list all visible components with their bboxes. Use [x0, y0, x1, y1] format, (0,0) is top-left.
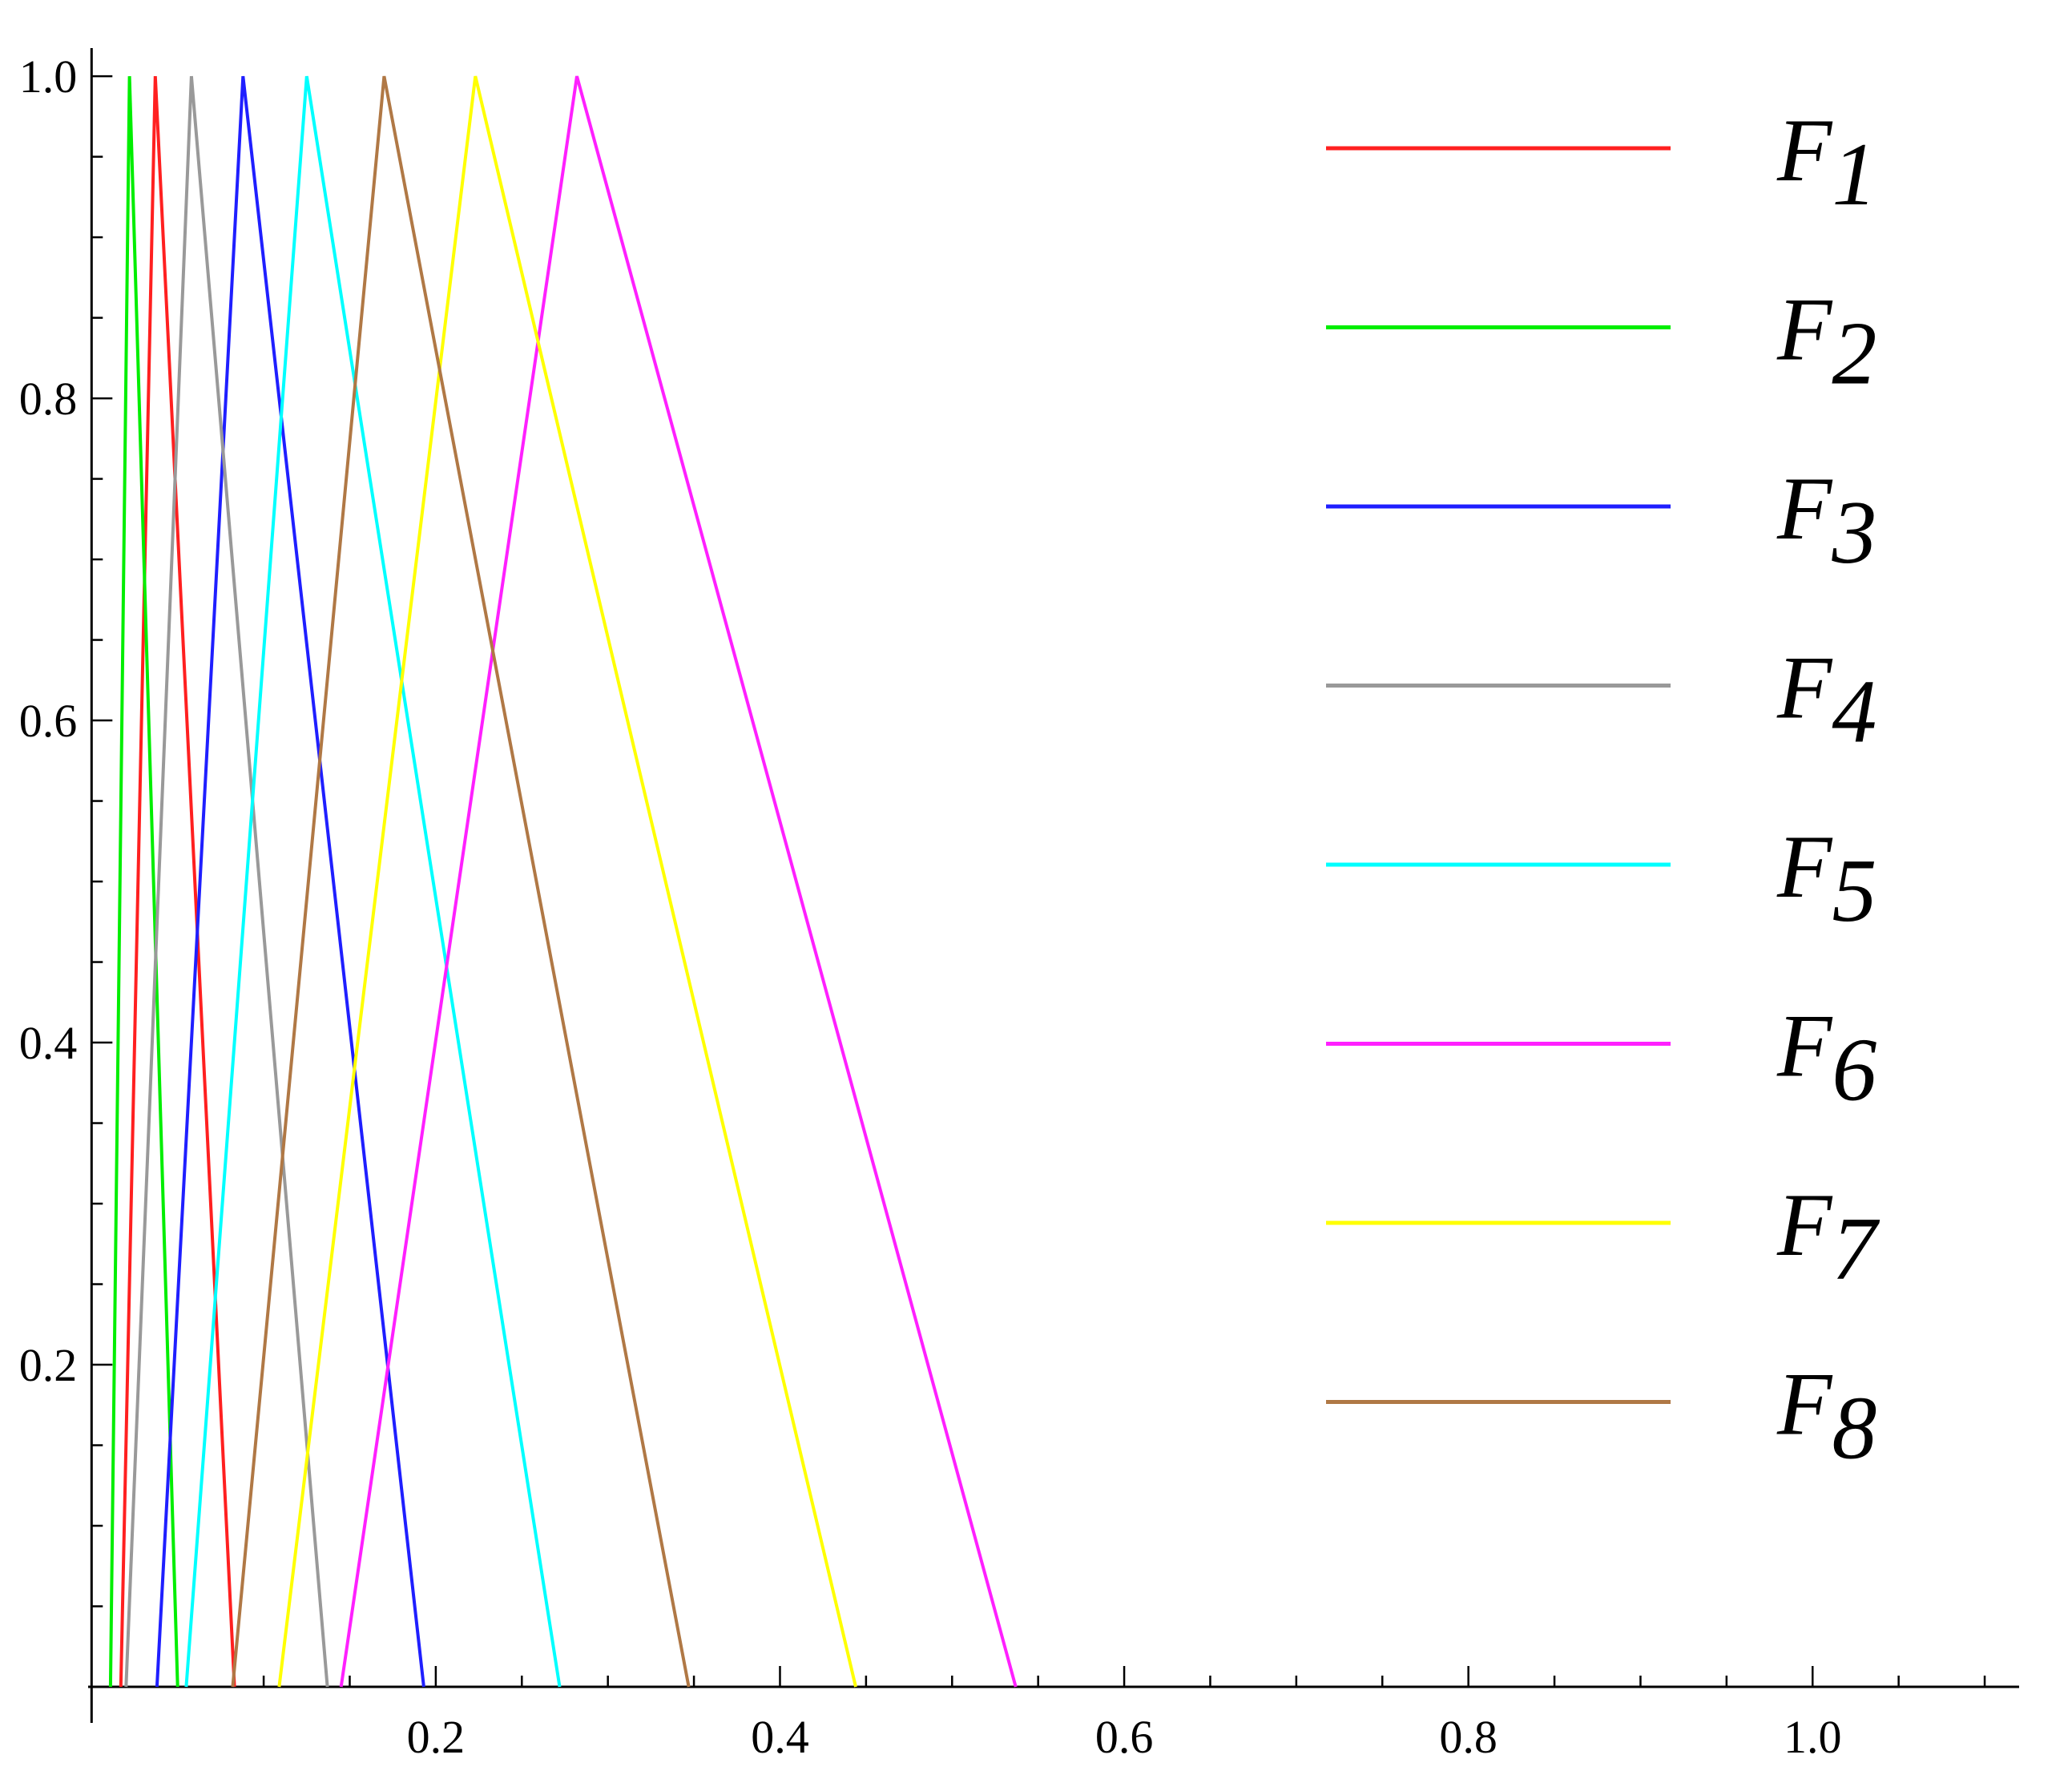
x-tick-label: 1.0: [1784, 1711, 1842, 1763]
series-line-f4: [124, 75, 329, 1688]
legend-label: F1: [1776, 101, 1876, 224]
legend-label-subscript: 7: [1832, 1200, 1880, 1299]
legend-label-main: F: [1776, 280, 1833, 380]
legend-label-main: F: [1776, 1355, 1833, 1454]
series-line-f6: [339, 75, 1018, 1688]
series-layer: [108, 75, 1018, 1688]
x-tick-label: 0.4: [751, 1711, 809, 1763]
legend-label-main: F: [1776, 817, 1833, 917]
legend-label-main: F: [1776, 101, 1833, 200]
legend-label-main: F: [1776, 459, 1833, 559]
y-tick-label: 1.0: [19, 50, 78, 103]
legend-label: F5: [1776, 817, 1876, 941]
legend-item-f5: F5: [1326, 817, 1876, 941]
legend-item-f1: F1: [1326, 101, 1876, 224]
legend-label-main: F: [1776, 639, 1833, 738]
series-line-f2: [108, 76, 179, 1688]
y-tick-label: 0.6: [19, 695, 78, 747]
series-line-f1: [119, 76, 236, 1688]
legend-label-main: F: [1776, 1176, 1833, 1275]
legend-label-subscript: 3: [1831, 483, 1876, 583]
legend-item-f3: F3: [1326, 459, 1876, 583]
legend-label-subscript: 2: [1832, 305, 1876, 404]
x-tick-label: 0.8: [1439, 1711, 1498, 1763]
legend-item-f8: F8: [1326, 1355, 1876, 1478]
x-tick-label: 0.2: [407, 1711, 466, 1763]
legend-label: F3: [1776, 459, 1876, 583]
legend-item-f7: F7: [1326, 1176, 1880, 1299]
x-tick-label: 0.6: [1095, 1711, 1154, 1763]
legend-label-subscript: 4: [1832, 663, 1876, 762]
legend-label: F2: [1776, 280, 1876, 404]
legend-item-f4: F4: [1326, 639, 1876, 762]
series-line-f8: [231, 75, 691, 1688]
legend-label: F8: [1776, 1355, 1876, 1478]
legend-label: F7: [1776, 1176, 1880, 1299]
legend-label: F4: [1776, 639, 1876, 762]
axes: 0.2 0.4 0.6 0.8 1.0 0.2 0.4 0.6 0.8 1.0: [19, 48, 2019, 1763]
y-tick-label: 0.8: [19, 373, 78, 425]
y-tick-label: 0.2: [19, 1339, 78, 1391]
y-tick-label: 0.4: [19, 1017, 78, 1069]
legend-item-f6: F6: [1326, 997, 1876, 1120]
series-line-f5: [184, 75, 562, 1688]
legend-item-f2: F2: [1326, 280, 1876, 404]
legend-label: F6: [1776, 997, 1876, 1120]
series-line-f7: [277, 75, 857, 1688]
legend-label-subscript: 1: [1832, 125, 1876, 224]
legend-label-main: F: [1776, 997, 1833, 1096]
legend-label-subscript: 6: [1832, 1021, 1876, 1120]
series-line-f3: [155, 75, 425, 1688]
legend-label-subscript: 5: [1832, 841, 1876, 941]
legend-label-subscript: 8: [1832, 1379, 1876, 1478]
